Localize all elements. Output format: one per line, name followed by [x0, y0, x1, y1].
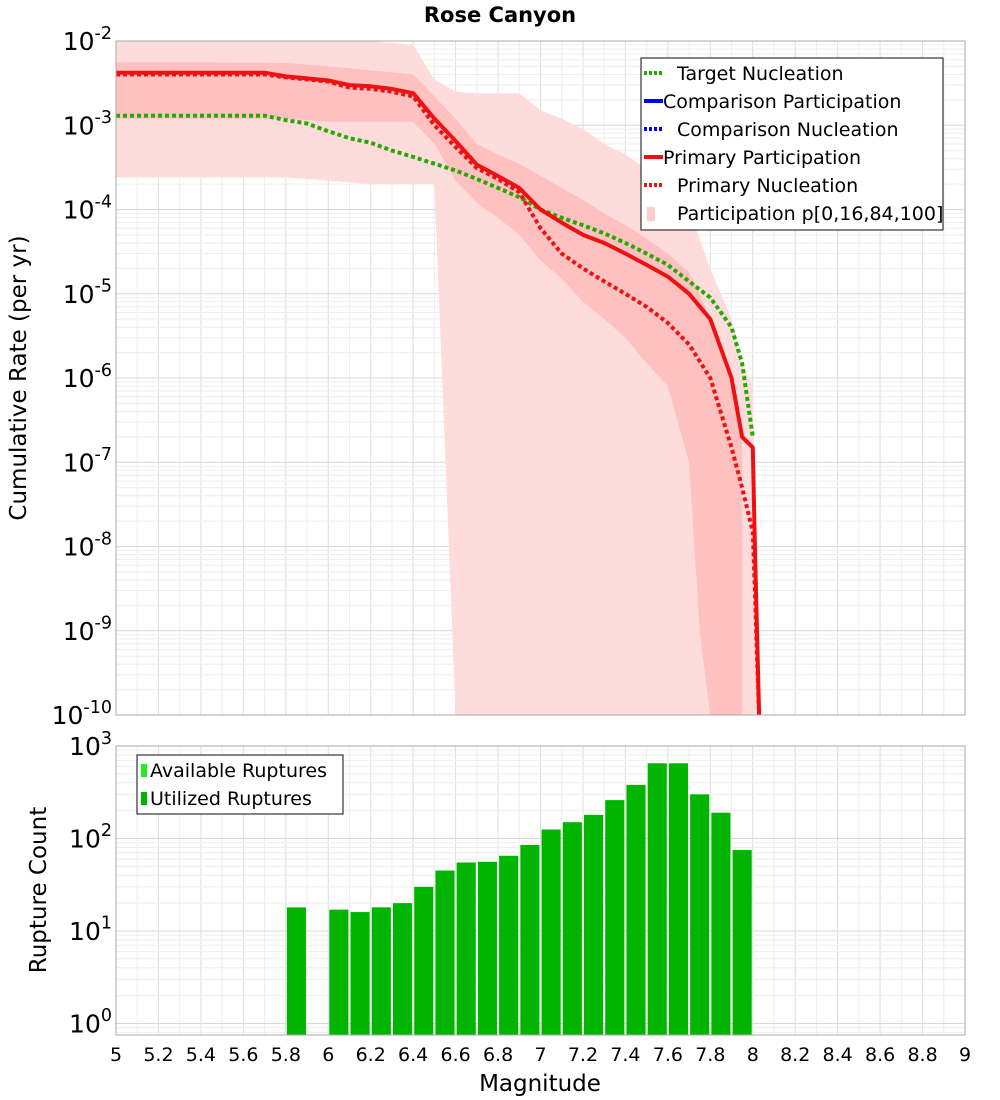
bar — [286, 907, 306, 1035]
y-tick-label: 10-9 — [63, 614, 112, 646]
bar — [350, 912, 370, 1035]
y-axis-label-rate: Cumulative Rate (per yr) — [6, 235, 32, 520]
bar — [668, 763, 689, 1035]
x-tick-label: 8.8 — [907, 1044, 937, 1066]
y-tick-label: 100 — [69, 1006, 112, 1038]
x-tick-label: 7.4 — [610, 1044, 640, 1066]
x-tick-label: 5 — [110, 1044, 122, 1066]
series-primary-participation — [116, 70, 762, 715]
x-tick-label: 8.4 — [823, 1044, 853, 1066]
x-tick-label: 6.6 — [440, 1044, 470, 1066]
bar — [329, 909, 349, 1035]
legend-label: Primary Nucleation — [677, 175, 858, 197]
band-p0-p100 — [116, 41, 760, 715]
legend-box — [136, 754, 344, 815]
bar — [732, 850, 752, 1035]
band-p16-p84 — [116, 62, 743, 715]
bar — [605, 800, 625, 1035]
x-tick-label: 6.8 — [483, 1044, 513, 1066]
x-tick-label: 5.4 — [186, 1044, 216, 1066]
bar — [371, 907, 391, 1035]
legend-label: Primary Participation — [663, 147, 861, 169]
bar — [626, 784, 646, 1035]
y-tick-label: 103 — [69, 729, 112, 761]
legend-box — [640, 57, 944, 231]
count-plot-frame — [115, 745, 966, 1036]
x-tick-label: 6.2 — [356, 1044, 386, 1066]
bar — [584, 814, 604, 1035]
x-tick-label: 6.4 — [398, 1044, 428, 1066]
legend-label: Comparison Nucleation — [677, 119, 899, 141]
legend-label: Comparison Participation — [663, 91, 901, 113]
rate-legend: Target Nucleation Comparison Participatio… — [640, 57, 944, 231]
bar — [647, 763, 667, 1035]
bar — [477, 861, 497, 1035]
legend-label: Participation p[0,16,84,100] — [677, 203, 943, 225]
bar — [520, 845, 540, 1035]
x-tick-label: 8.6 — [865, 1044, 895, 1066]
y-tick-label: 102 — [69, 821, 112, 853]
x-tick-label: 7.6 — [653, 1044, 683, 1066]
y-axis-label-count: Rupture Count — [26, 807, 52, 973]
y-tick-label: 101 — [69, 914, 112, 946]
y-tick-label: 10-3 — [63, 108, 112, 140]
y-tick-label: 10-4 — [63, 192, 112, 224]
bar — [711, 812, 731, 1035]
y-tick-label: 10-7 — [63, 445, 112, 477]
bar — [562, 822, 582, 1035]
x-tick-label: 6 — [322, 1044, 334, 1066]
legend-swatch — [141, 792, 147, 805]
x-tick-label: 9 — [959, 1044, 971, 1066]
y-tick-label: 10-5 — [63, 277, 112, 309]
y-tick-label: 10-2 — [63, 24, 112, 56]
bar — [541, 829, 561, 1035]
y-tick-label: 10-10 — [52, 698, 112, 730]
bar — [499, 855, 519, 1035]
x-tick-label: 5.8 — [271, 1044, 301, 1066]
x-tick-label: 5.6 — [228, 1044, 258, 1066]
y-tick-label: 10-8 — [63, 529, 112, 561]
x-tick-label: 8.2 — [780, 1044, 810, 1066]
x-tick-label: 5.2 — [143, 1044, 173, 1066]
x-tick-label: 7.8 — [695, 1044, 725, 1066]
y-tick-label: 10-6 — [63, 361, 112, 393]
x-tick-label: 8 — [747, 1044, 759, 1066]
bar — [392, 903, 413, 1035]
legend-swatch — [647, 207, 655, 221]
x-tick-label: 7.2 — [568, 1044, 598, 1066]
x-tick-label: 7 — [534, 1044, 546, 1066]
legend-swatch — [141, 764, 147, 777]
chart-title: Rose Canyon — [424, 3, 576, 27]
legend-label: Target Nucleation — [676, 63, 844, 85]
rupture-bars — [286, 763, 752, 1035]
rate-plot: 10-10 10-9 10-8 10-7 10-6 10-5 10-4 10-3 10-2 Tar… — [52, 24, 966, 730]
bar — [456, 862, 476, 1035]
legend-label: Utilized Ruptures — [150, 788, 312, 810]
bar — [690, 794, 710, 1035]
rate-series — [116, 70, 762, 715]
bar — [435, 870, 455, 1035]
participation-bands — [116, 41, 760, 715]
bar — [414, 886, 434, 1035]
count-legend: Available Ruptures Utilized Ruptures — [136, 754, 344, 815]
legend-label: Available Ruptures — [150, 760, 327, 782]
x-axis-label: Magnitude — [479, 1071, 601, 1097]
series-target-nucleation — [116, 113, 755, 438]
rate-plot-frame — [115, 40, 966, 716]
